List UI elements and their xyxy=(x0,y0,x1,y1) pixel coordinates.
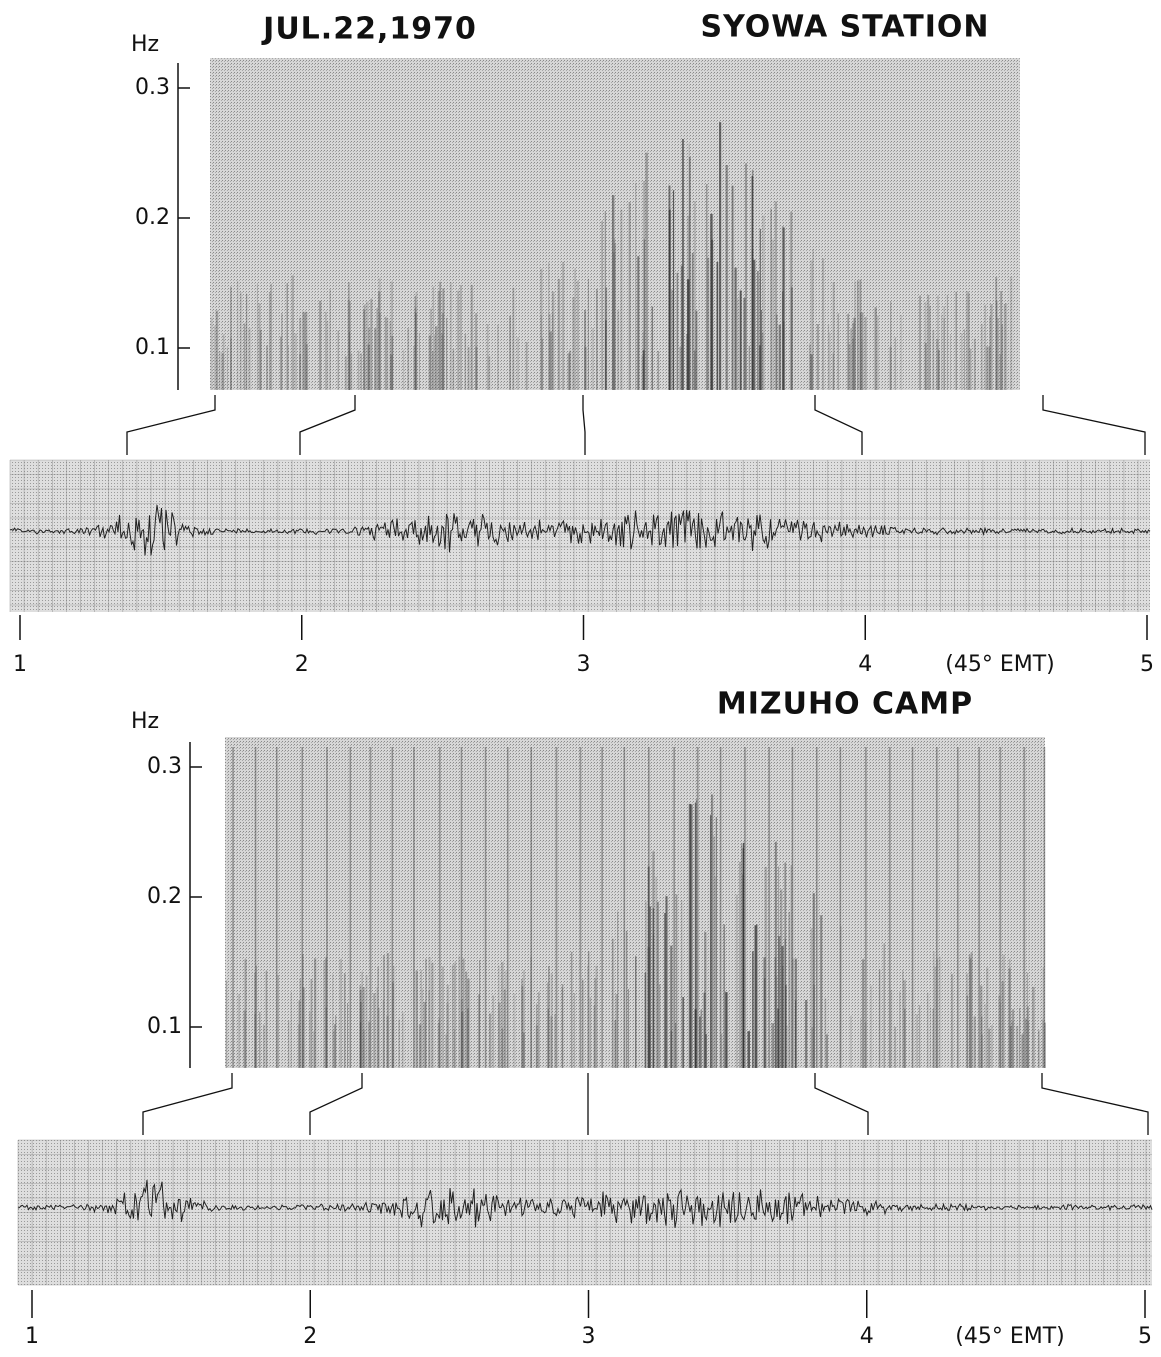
time-zone-label: (45° EMT) xyxy=(945,652,1054,677)
date-title: JUL.22,1970 xyxy=(261,12,477,47)
connector xyxy=(309,1073,363,1135)
spectrogram xyxy=(225,737,1045,1068)
spectrogram xyxy=(210,58,1020,390)
time-tick-label: 1 xyxy=(13,652,27,677)
time-tick-label: 5 xyxy=(1140,652,1154,677)
y-tick-label: 0.1 xyxy=(135,335,170,360)
connector xyxy=(299,395,356,455)
connector xyxy=(582,395,586,455)
connector xyxy=(814,1073,869,1135)
connector xyxy=(1042,395,1146,455)
seismic-trace xyxy=(17,1179,1153,1228)
time-tick-label: 1 xyxy=(25,1324,39,1349)
connector xyxy=(1041,1073,1149,1135)
time-tick-label: 3 xyxy=(577,652,591,677)
station-title: MIZUHO CAMP xyxy=(717,687,973,722)
time-tick-label: 5 xyxy=(1138,1324,1152,1349)
y-tick-label: 0.1 xyxy=(147,1014,182,1039)
time-tick-label: 2 xyxy=(295,652,309,677)
panel: SYOWA STATION Hz 0.1 0.2 0.3 1 2 3 4 5 (45° EMT) xyxy=(9,10,1154,677)
y-tick-label: 0.3 xyxy=(147,754,182,779)
y-unit: Hz xyxy=(131,32,159,57)
time-tick-label: 2 xyxy=(303,1324,317,1349)
panel: MIZUHO CAMP Hz 0.1 0.2 0.3 1 2 3 4 5 (45° EMT) xyxy=(17,687,1153,1349)
connector xyxy=(814,395,863,455)
time-tick-label: 4 xyxy=(858,652,872,677)
y-tick-label: 0.2 xyxy=(147,884,182,909)
connector xyxy=(126,395,216,455)
y-tick-label: 0.2 xyxy=(135,205,170,230)
seismic-trace xyxy=(9,504,1151,556)
time-zone-label: (45° EMT) xyxy=(955,1324,1064,1349)
y-tick-label: 0.3 xyxy=(135,75,170,100)
station-title: SYOWA STATION xyxy=(700,10,989,45)
y-unit: Hz xyxy=(131,709,159,734)
connector xyxy=(142,1073,233,1135)
time-tick-label: 3 xyxy=(582,1324,596,1349)
time-tick-label: 4 xyxy=(860,1324,874,1349)
